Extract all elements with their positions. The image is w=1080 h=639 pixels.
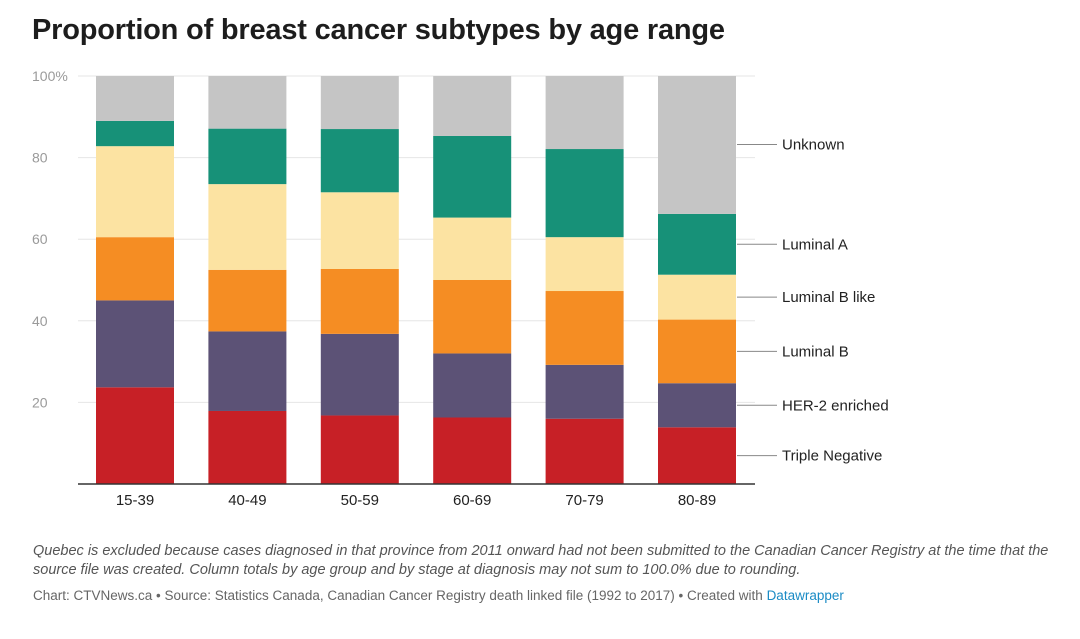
series-label: Luminal B <box>782 343 849 360</box>
stacked-bar-chart: 100% 80 60 40 20 15-39 40-49 50-59 60-69 70-79 80-… <box>32 68 889 509</box>
bar-segment <box>658 274 736 320</box>
bar-segment <box>658 383 736 428</box>
bar-segment <box>433 353 512 418</box>
bar-segment <box>96 120 174 147</box>
bar-segment <box>320 192 399 269</box>
bar-segment <box>208 128 287 185</box>
bar-segment <box>658 319 736 384</box>
bar-segment <box>96 300 174 388</box>
bar-segment <box>658 427 736 484</box>
x-tick-label: 50-59 <box>341 492 379 509</box>
y-tick-label: 80 <box>32 150 48 166</box>
bar-segment <box>545 76 624 150</box>
bar-segment <box>545 364 624 419</box>
bar-segment <box>658 213 736 275</box>
bar-segment <box>96 76 174 121</box>
bar-segment <box>320 333 399 416</box>
y-tick-label: 60 <box>32 231 48 247</box>
series-label: Triple Negative <box>782 448 882 465</box>
bar-segment <box>433 135 512 218</box>
series-label: HER-2 enriched <box>782 397 889 414</box>
bar-segment <box>320 268 399 334</box>
y-tick-label: 40 <box>32 313 48 329</box>
chart-notes: Quebec is excluded because cases diagnos… <box>33 543 1049 578</box>
x-tick-label: 60-69 <box>453 492 491 509</box>
bar-segment <box>545 149 624 238</box>
bar-segment <box>208 410 287 484</box>
chart-footer: Chart: CTVNews.ca • Source: Statistics C… <box>33 588 844 603</box>
x-tick-label: 80-89 <box>678 492 716 509</box>
footer-credits: Chart: CTVNews.ca • Source: Statistics C… <box>33 588 767 603</box>
y-tick-label: 20 <box>32 394 48 410</box>
bar-segment <box>433 417 512 484</box>
series-label: Unknown <box>782 137 845 154</box>
bar-segment <box>433 217 512 280</box>
bar-segment <box>658 76 736 214</box>
bar-segment <box>433 280 512 354</box>
bar-segment <box>545 291 624 365</box>
bar-segment <box>545 237 624 292</box>
bar-segment <box>208 269 287 332</box>
x-tick-label: 70-79 <box>565 492 603 509</box>
chart-title: Proportion of breast cancer subtypes by … <box>32 14 725 46</box>
bar-segment <box>208 76 287 129</box>
bar-segment <box>208 184 287 270</box>
bar-segment <box>320 415 399 484</box>
bar-segment <box>96 237 174 301</box>
x-tick-label: 40-49 <box>228 492 266 509</box>
y-tick-label: 100% <box>32 68 68 84</box>
series-label: Luminal A <box>782 236 848 253</box>
bar-segment <box>320 76 399 130</box>
bar-segment <box>545 418 624 484</box>
series-label: Luminal B like <box>782 289 875 306</box>
bar-segment <box>208 331 287 411</box>
bar-segment <box>433 76 512 136</box>
datawrapper-link[interactable]: Datawrapper <box>766 588 844 603</box>
bar-segment <box>96 146 174 238</box>
x-tick-label: 15-39 <box>116 492 154 509</box>
bar-segment <box>96 387 174 484</box>
bar-segment <box>320 129 399 193</box>
